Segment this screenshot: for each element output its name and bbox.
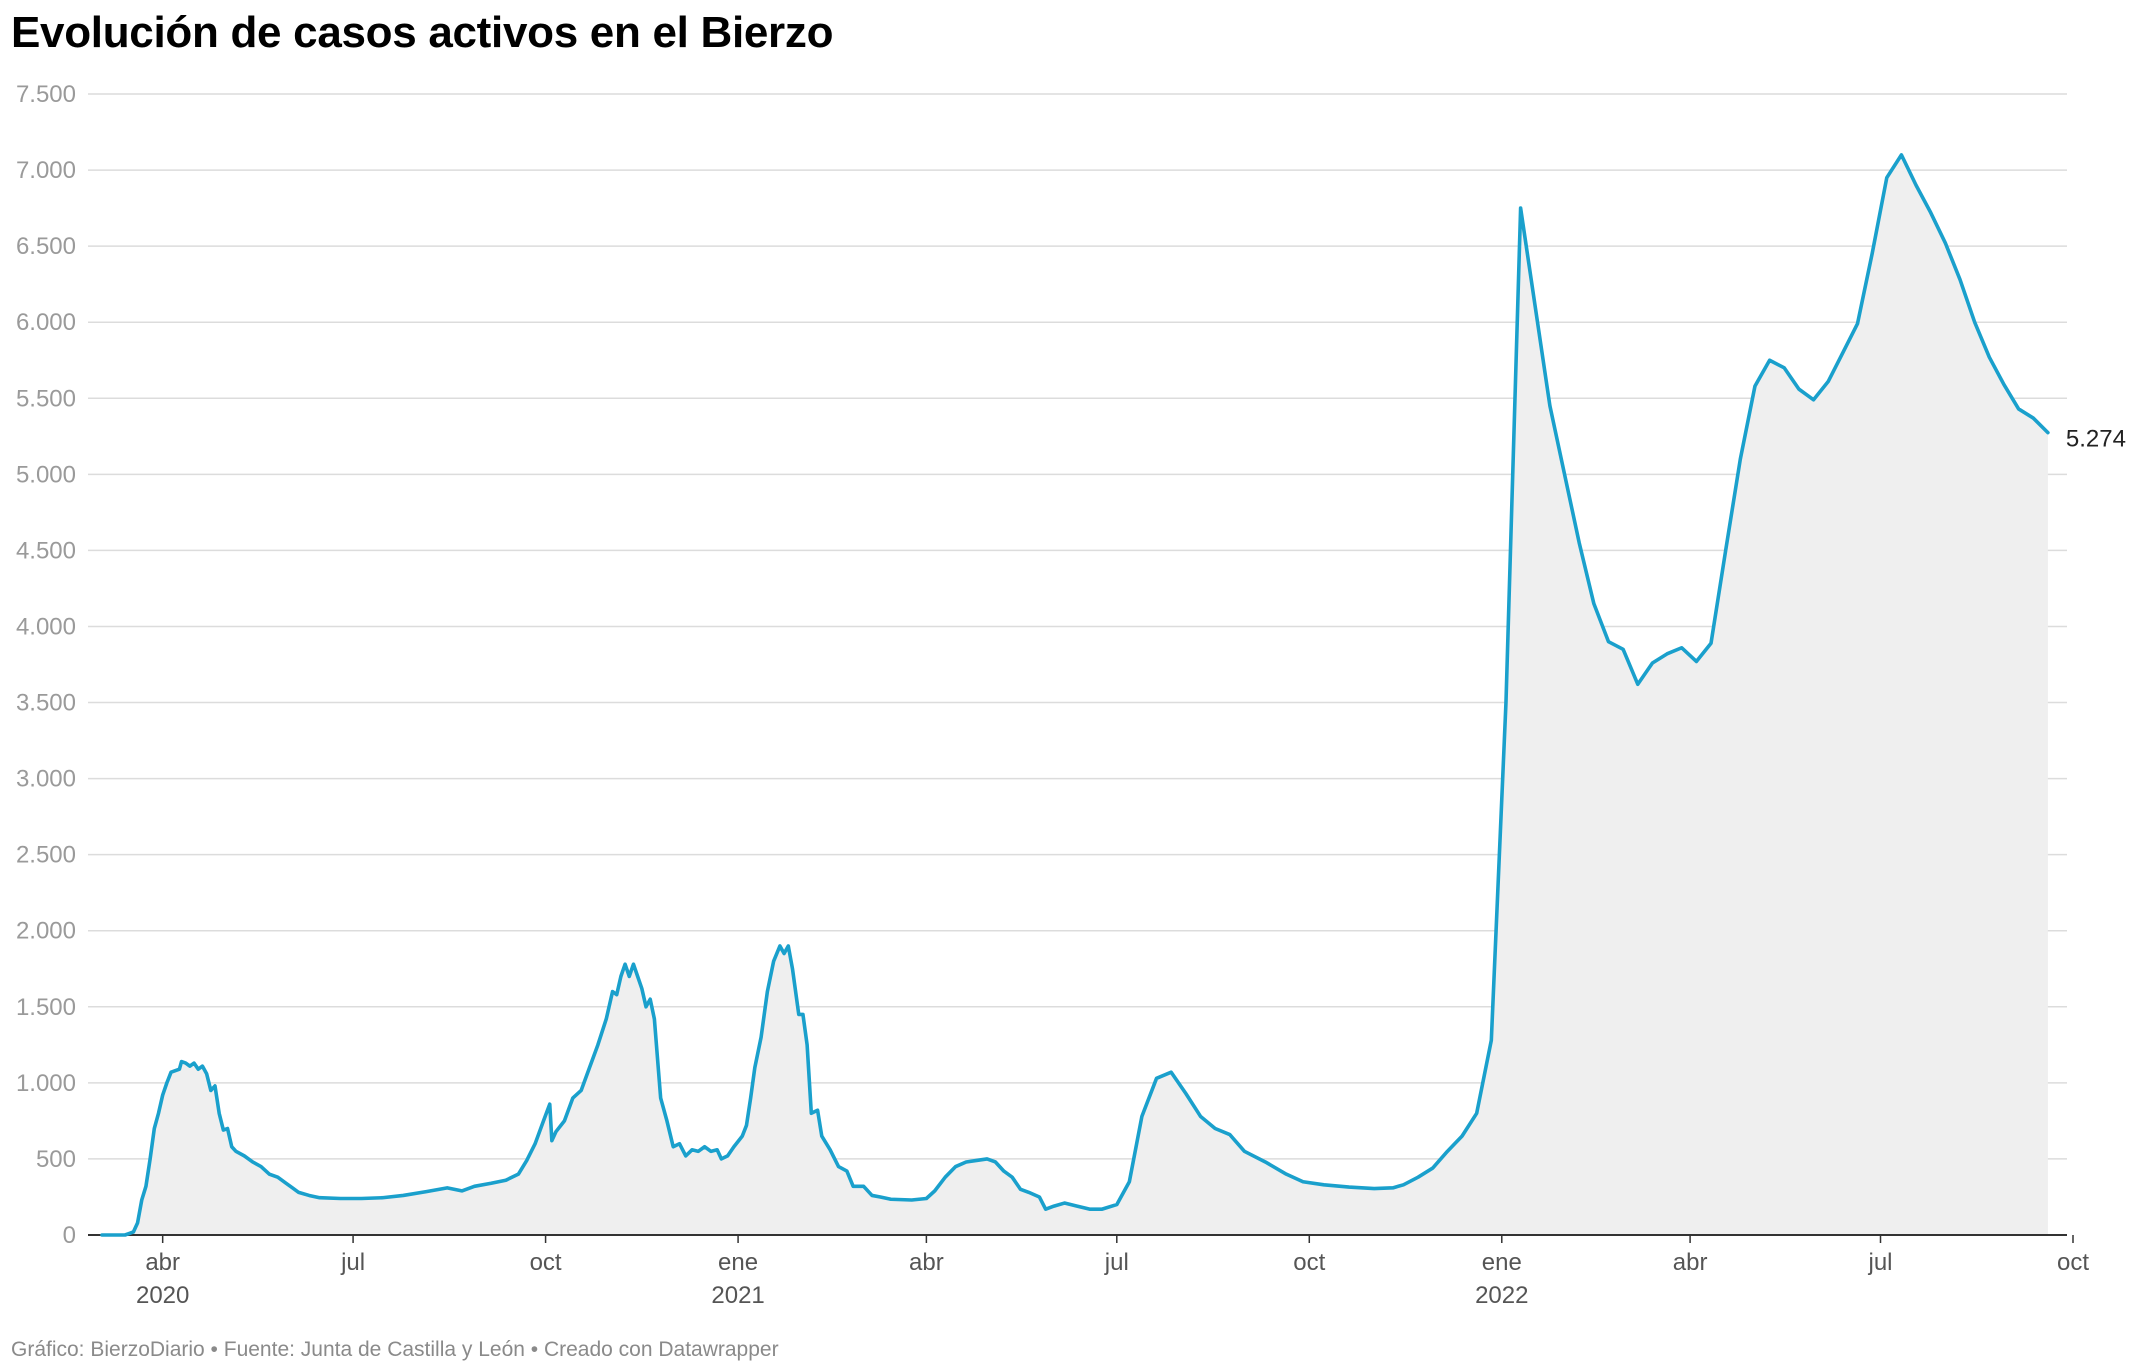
y-tick-label: 5.000 (16, 461, 76, 488)
area-fill (102, 154, 2048, 1236)
y-tick-label: 0 (63, 1222, 76, 1249)
y-tick-label: 1.000 (16, 1070, 76, 1097)
series-line (100, 153, 2050, 1237)
x-tick-label: ene (1482, 1249, 1522, 1276)
y-tick-label: 2.000 (16, 918, 76, 945)
y-tick-label: 7.000 (16, 157, 76, 184)
y-tick-label: 2.500 (16, 842, 76, 869)
end-value-label: 5.274 (2066, 426, 2126, 453)
x-tick-label: jul (340, 1249, 365, 1276)
y-tick-label: 5.500 (16, 385, 76, 412)
y-tick-label: 500 (36, 1146, 76, 1173)
y-tick-label: 6.500 (16, 233, 76, 260)
y-tick-label: 3.000 (16, 766, 76, 793)
y-tick-label: 7.500 (16, 81, 76, 108)
x-tick-year-label: 2022 (1475, 1282, 1528, 1309)
x-tick-year-label: 2020 (136, 1282, 189, 1309)
x-tick-label: abr (909, 1249, 944, 1276)
x-tick-label: jul (1867, 1249, 1892, 1276)
footer-credits: Gráfico: BierzoDiario • Fuente: Junta de… (11, 1338, 779, 1361)
x-tick-label: oct (2057, 1249, 2089, 1276)
x-tick-label: oct (530, 1249, 562, 1276)
x-tick-label: oct (1293, 1249, 1325, 1276)
x-axis-ticks: abr 2020 jul oct ene 2021 abr jul oct ene 2022 abr j… (136, 1235, 2089, 1309)
y-tick-label: 6.000 (16, 309, 76, 336)
y-axis-ticks: 0 500 1.000 1.500 2.000 2.500 3.000 3.500 4.000 4… (16, 81, 76, 1249)
x-tick-year-label: 2021 (711, 1282, 764, 1309)
chart-title: Evolución de casos activos en el Bierzo (11, 8, 834, 57)
x-tick-label: abr (145, 1249, 180, 1276)
y-tick-label: 4.000 (16, 613, 76, 640)
y-tick-label: 1.500 (16, 994, 76, 1021)
y-tick-label: 4.500 (16, 537, 76, 564)
y-tick-label: 3.500 (16, 690, 76, 717)
x-tick-label: ene (718, 1249, 758, 1276)
x-tick-label: abr (1673, 1249, 1708, 1276)
x-tick-label: jul (1104, 1249, 1129, 1276)
